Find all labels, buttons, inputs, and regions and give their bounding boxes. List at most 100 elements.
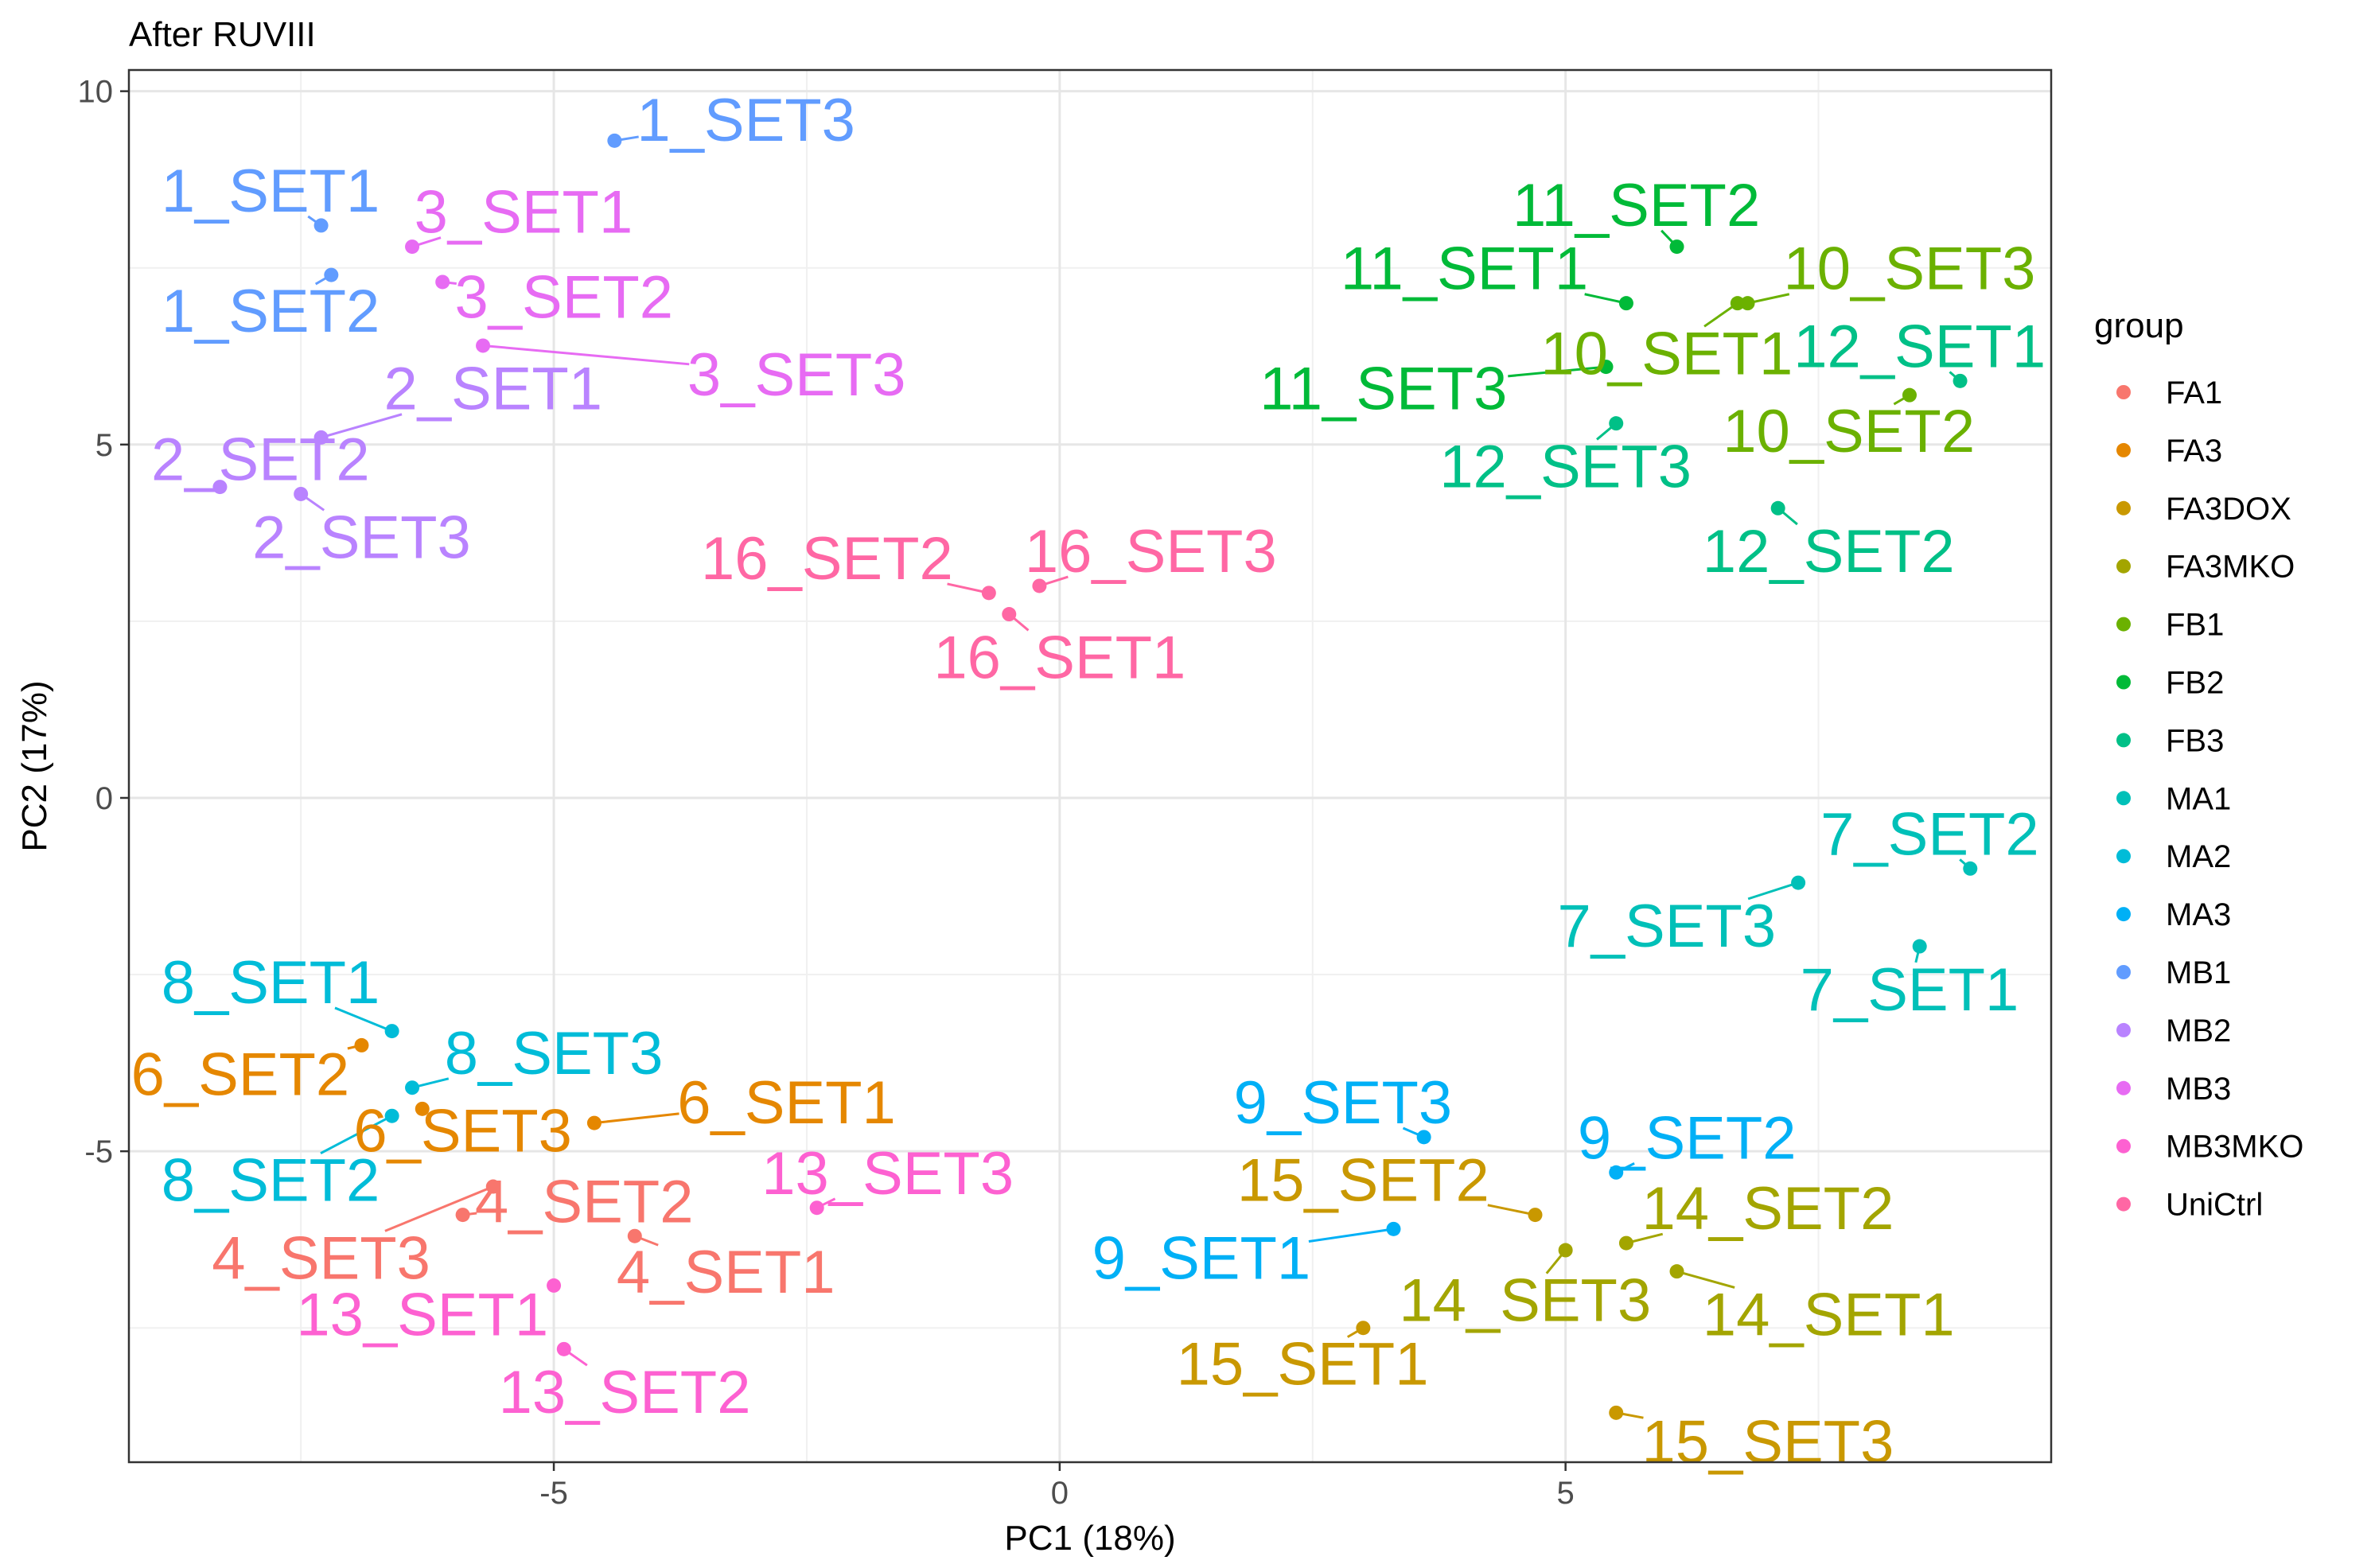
legend-key	[2116, 733, 2131, 748]
data-point	[1356, 1321, 1371, 1336]
data-point	[1912, 939, 1927, 954]
legend-item: MA2	[2116, 839, 2231, 874]
point-label: 9_SET1	[1092, 1224, 1311, 1292]
point-label: 2_SET1	[384, 356, 602, 423]
point-label: 4_SET3	[212, 1224, 430, 1292]
grid-major	[129, 70, 2051, 1462]
point-label: 4_SET1	[617, 1239, 835, 1306]
data-point	[627, 1228, 642, 1243]
data-point	[1609, 1165, 1624, 1180]
point-label: 6_SET2	[131, 1041, 350, 1108]
y-tick-label: -5	[84, 1134, 113, 1169]
point-label: 15_SET1	[1177, 1331, 1429, 1399]
point-label: 6_SET1	[677, 1069, 896, 1137]
data-point	[586, 1115, 602, 1130]
point-label: 14_SET1	[1703, 1281, 1955, 1348]
point-label: 11_SET3	[1260, 356, 1507, 423]
point-label: 12_SET1	[1793, 313, 2046, 380]
point-label: 3_SET3	[687, 341, 906, 409]
data-point	[1416, 1130, 1431, 1145]
label-connector	[334, 1006, 393, 1033]
legend-key	[2116, 442, 2131, 457]
legend-key	[2116, 849, 2131, 864]
legend-label: MB3MKO	[2166, 1130, 2303, 1165]
point-label: 3_SET2	[454, 263, 673, 331]
legend-title: group	[2094, 306, 2184, 345]
data-point	[435, 274, 450, 290]
data-point	[1953, 373, 1968, 388]
data-point	[981, 586, 996, 601]
grid-minor	[129, 70, 2051, 1462]
label-connector	[1487, 1204, 1536, 1216]
y-tick-label: 5	[95, 428, 113, 463]
legend-item: UniCtrl	[2116, 1188, 2263, 1223]
legend-item: FB3	[2116, 723, 2224, 758]
data-points	[212, 133, 1978, 1420]
label-connector	[1508, 365, 1606, 378]
point-label: 13_SET3	[761, 1140, 1014, 1208]
point-label: 7_SET2	[1820, 800, 2039, 868]
point-label: 6_SET3	[353, 1097, 572, 1165]
legend-item: MB2	[2116, 1014, 2231, 1049]
point-label: 8_SET2	[162, 1147, 380, 1215]
legend-item: MA3	[2116, 897, 2231, 932]
data-point	[1902, 387, 1917, 403]
legend-key	[2116, 907, 2131, 922]
legend-key	[2116, 500, 2131, 516]
chart-title: After RUVIII	[129, 15, 316, 54]
legend-key	[2116, 617, 2131, 632]
point-label: 11_SET1	[1341, 235, 1588, 303]
legend-key	[2116, 1196, 2131, 1212]
label-connector	[321, 413, 403, 439]
data-point	[476, 338, 491, 353]
point-label: 1_SET3	[637, 87, 855, 154]
legend-label: MA3	[2166, 897, 2231, 932]
legend-label: FA1	[2166, 375, 2222, 410]
x-axis: -5 0 5	[539, 1462, 1575, 1511]
data-point	[1609, 416, 1624, 431]
point-label: 14_SET2	[1642, 1175, 1894, 1243]
legend-key	[2116, 1138, 2131, 1154]
legend-key	[2116, 385, 2131, 399]
label-connector	[1747, 881, 1799, 901]
data-point	[294, 486, 309, 501]
data-point	[1618, 296, 1633, 311]
legend-label: UniCtrl	[2166, 1188, 2263, 1223]
data-point	[212, 480, 228, 495]
legend-label: MB2	[2166, 1014, 2231, 1049]
point-label: 8_SET3	[445, 1020, 664, 1087]
legend-label: FA3DOX	[2166, 492, 2291, 527]
x-tick-label: -5	[539, 1476, 568, 1511]
data-point	[405, 1080, 420, 1095]
data-point	[1730, 296, 1745, 311]
legend: group FA1 FA3 FA3DOX FA3MKO FB1 FB2 FB3 MA1 MA2 M…	[2094, 306, 2303, 1223]
data-point	[354, 1037, 369, 1052]
point-label: 2_SET3	[252, 504, 471, 571]
point-label: 16_SET2	[701, 525, 953, 593]
data-point	[1770, 500, 1785, 516]
legend-label: FB3	[2166, 723, 2224, 758]
legend-label: MB1	[2166, 955, 2231, 990]
data-point	[313, 218, 329, 233]
point-label: 10_SET1	[1540, 320, 1793, 387]
point-label: 14_SET3	[1399, 1267, 1651, 1335]
data-point	[1598, 360, 1614, 375]
legend-label: FA3	[2166, 434, 2222, 469]
legend-label: MA2	[2166, 839, 2231, 874]
legend-label: MA1	[2166, 781, 2231, 816]
x-axis-title: PC1 (18%)	[1004, 1519, 1175, 1558]
point-label: 4_SET2	[475, 1168, 694, 1235]
point-label: 10_SET3	[1784, 235, 2036, 303]
legend-key	[2116, 675, 2131, 690]
legend-item: FA1	[2116, 375, 2222, 410]
data-point	[485, 1179, 500, 1194]
point-label: 9_SET3	[1234, 1069, 1453, 1137]
data-point	[1669, 239, 1684, 255]
data-point	[1618, 1235, 1633, 1251]
legend-item: MB3	[2116, 1072, 2231, 1107]
point-label: 13_SET1	[296, 1281, 548, 1348]
legend-label: FB1	[2166, 608, 2224, 643]
legend-item: FA3DOX	[2116, 492, 2291, 527]
data-point	[384, 1108, 399, 1123]
